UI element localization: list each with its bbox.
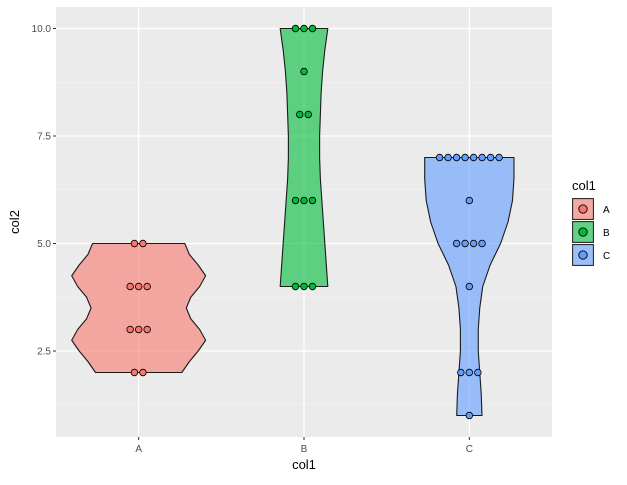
data-point-C bbox=[469, 239, 478, 248]
data-point-C bbox=[444, 153, 452, 162]
data-point-A bbox=[130, 239, 139, 248]
data-point-C bbox=[435, 153, 444, 162]
data-point-A bbox=[143, 282, 151, 291]
data-point-C bbox=[486, 153, 495, 162]
data-point-A bbox=[130, 368, 139, 377]
data-point-B bbox=[300, 196, 308, 205]
data-point-B bbox=[291, 282, 300, 291]
data-point-A bbox=[126, 325, 134, 334]
x-axis-title: col1 bbox=[292, 457, 316, 472]
data-point-B bbox=[291, 24, 300, 33]
data-point-C bbox=[461, 239, 469, 248]
data-point-A bbox=[126, 282, 134, 291]
data-point-B bbox=[300, 282, 308, 291]
y-tick-label: 2.5 bbox=[37, 347, 51, 358]
data-point-C bbox=[469, 153, 478, 162]
data-point-B bbox=[308, 282, 317, 291]
legend-title: col1 bbox=[572, 178, 596, 193]
data-point-C bbox=[465, 196, 474, 205]
data-point-A bbox=[139, 239, 147, 248]
points-layer bbox=[126, 24, 503, 420]
data-point-C bbox=[452, 153, 461, 162]
y-axis-title: col2 bbox=[7, 210, 22, 234]
x-axis: A B C bbox=[135, 437, 473, 455]
data-point-B bbox=[296, 110, 304, 119]
data-point-B bbox=[300, 24, 308, 33]
y-tick-label: 10.0 bbox=[32, 24, 52, 35]
y-tick-label: 5.0 bbox=[37, 239, 51, 250]
data-point-C bbox=[478, 153, 486, 162]
x-tick-label: C bbox=[466, 444, 473, 455]
data-point-B bbox=[304, 110, 312, 119]
data-point-B bbox=[291, 196, 300, 205]
legend-dot-A bbox=[578, 204, 588, 214]
data-point-B bbox=[308, 196, 317, 205]
data-point-C bbox=[495, 153, 503, 162]
data-point-A bbox=[139, 368, 147, 377]
x-tick-label: B bbox=[301, 444, 308, 455]
data-point-C bbox=[457, 368, 465, 377]
legend: col1 A B C bbox=[572, 178, 610, 266]
y-tick-label: 7.5 bbox=[37, 132, 51, 143]
legend-label-A: A bbox=[603, 205, 610, 216]
legend-dot-B bbox=[578, 227, 588, 237]
data-point-A bbox=[134, 325, 143, 334]
data-point-C bbox=[478, 239, 486, 248]
legend-label-B: B bbox=[603, 228, 610, 239]
data-point-C bbox=[474, 368, 482, 377]
y-axis: 2.5 5.0 7.5 10.0 bbox=[32, 24, 56, 358]
data-point-C bbox=[465, 368, 474, 377]
violin-A bbox=[71, 242, 207, 374]
x-tick-label: A bbox=[135, 444, 142, 455]
violin-B bbox=[279, 27, 329, 288]
legend-dot-C bbox=[578, 250, 588, 260]
legend-label-C: C bbox=[603, 251, 610, 262]
data-point-C bbox=[465, 411, 474, 420]
data-point-B bbox=[300, 67, 308, 76]
data-point-A bbox=[134, 282, 143, 291]
data-point-B bbox=[308, 24, 317, 33]
data-point-C bbox=[452, 239, 461, 248]
data-point-A bbox=[143, 325, 151, 334]
data-point-C bbox=[461, 153, 469, 162]
data-point-C bbox=[465, 282, 474, 291]
